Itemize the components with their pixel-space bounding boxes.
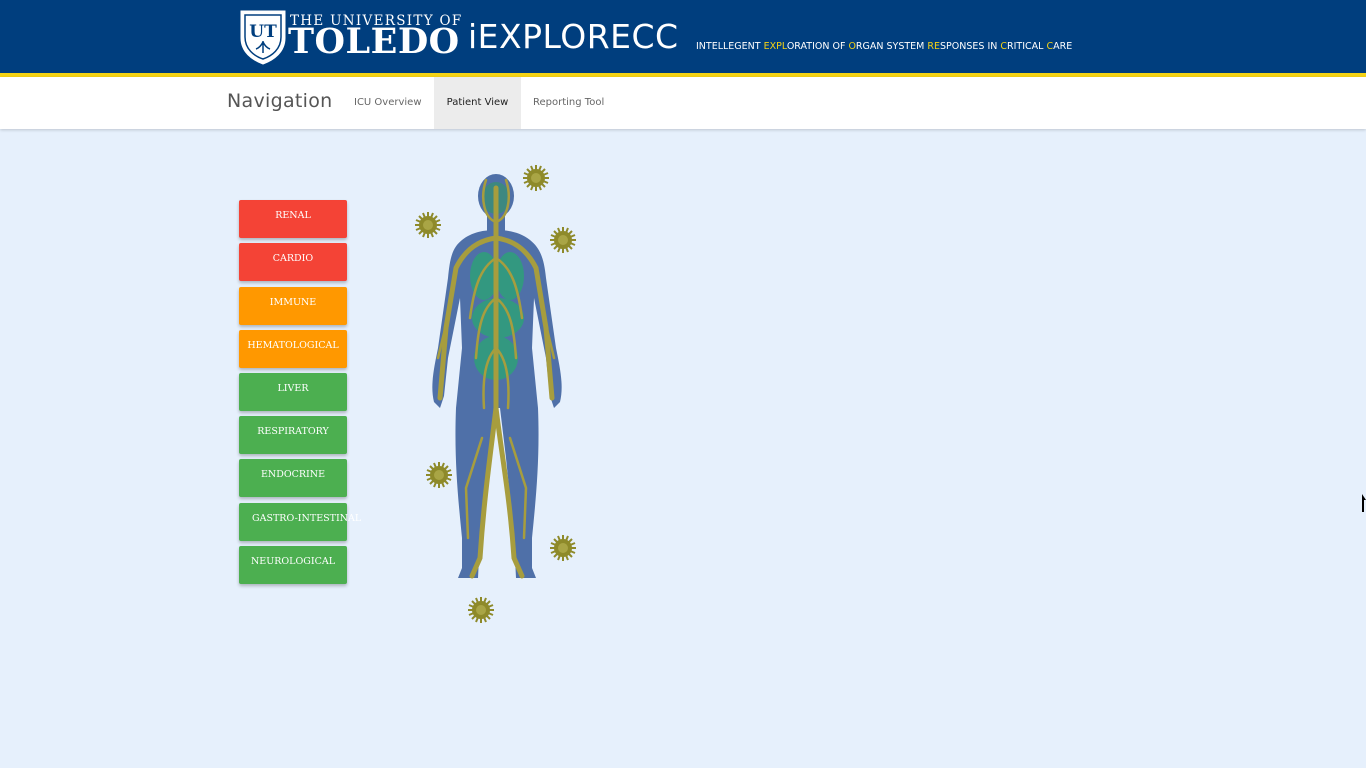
tagline-text: ARE (1053, 41, 1073, 52)
virus-icon (467, 596, 495, 624)
virus-icon (522, 164, 550, 192)
tagline-text: SPONSES IN (940, 41, 1001, 52)
system-button-hematological[interactable]: HEMATOLOGICAL (239, 330, 347, 368)
nav-link-patient-view[interactable]: Patient View (434, 77, 521, 129)
system-button-gastro-intestinal[interactable]: GASTRO-INTESTINAL (239, 503, 361, 541)
system-button-label: LIVER (277, 383, 309, 394)
virus-icon (549, 226, 577, 254)
nav-link-reporting-tool[interactable]: Reporting Tool (533, 97, 605, 108)
tagline-text: INTELLEGENT (696, 41, 764, 52)
system-button-label: HEMATOLOGICAL (247, 340, 339, 351)
nav-link-icu-overview[interactable]: ICU Overview (354, 97, 422, 108)
virus-icon (549, 534, 577, 562)
shield-icon: UT (240, 10, 286, 65)
system-button-renal[interactable]: RENAL (239, 200, 347, 238)
mouse-cursor-icon (1362, 494, 1366, 512)
university-name-top: THE UNIVERSITY OF (290, 13, 463, 29)
system-button-liver[interactable]: LIVER (239, 373, 347, 411)
system-button-label: ENDOCRINE (260, 469, 326, 480)
system-button-label: IMMUNE (269, 297, 317, 308)
system-button-label: CARDIO (272, 253, 314, 264)
system-button-label: NEUROLOGICAL (250, 556, 336, 567)
navbar-brand[interactable]: Navigation (227, 90, 333, 112)
human-body-icon[interactable] (410, 158, 590, 628)
tagline-text: ORATION OF (786, 41, 849, 52)
tagline-highlight: C (1000, 41, 1008, 52)
system-button-respiratory[interactable]: RESPIRATORY (239, 416, 347, 454)
system-button-label: RENAL (275, 210, 311, 221)
system-button-label: GASTRO-INTESTINAL (252, 513, 362, 524)
tagline-text: RITICAL (1007, 41, 1047, 52)
site-header: UT THE UNIVERSITY OF TOLEDO iEXPLORECC I… (0, 0, 1366, 77)
system-button-endocrine[interactable]: ENDOCRINE (239, 459, 347, 497)
tagline-highlight: EXPL (763, 41, 787, 52)
tagline-highlight: O (848, 41, 856, 52)
tagline-text: RGAN SYSTEM (855, 41, 928, 52)
app-title: iEXPLORECC (468, 17, 679, 56)
shield-letters: UT (249, 22, 277, 42)
university-name-main: TOLEDO (288, 21, 460, 62)
system-button-label: RESPIRATORY (257, 426, 329, 437)
system-button-immune[interactable]: IMMUNE (239, 287, 347, 325)
navigation-bar: Navigation ICU Overview Patient View Rep… (0, 77, 1366, 129)
tagline-highlight: RE (927, 41, 941, 52)
tagline-highlight: C (1046, 41, 1054, 52)
app-tagline: INTELLEGENT EXPLORATION OF ORGAN SYSTEM … (696, 41, 1072, 53)
system-button-neurological[interactable]: NEUROLOGICAL (239, 546, 347, 584)
virus-icon (425, 461, 453, 489)
system-button-cardio[interactable]: CARDIO (239, 243, 347, 281)
virus-icon (414, 211, 442, 239)
university-logo[interactable]: UT THE UNIVERSITY OF TOLEDO (238, 8, 461, 66)
